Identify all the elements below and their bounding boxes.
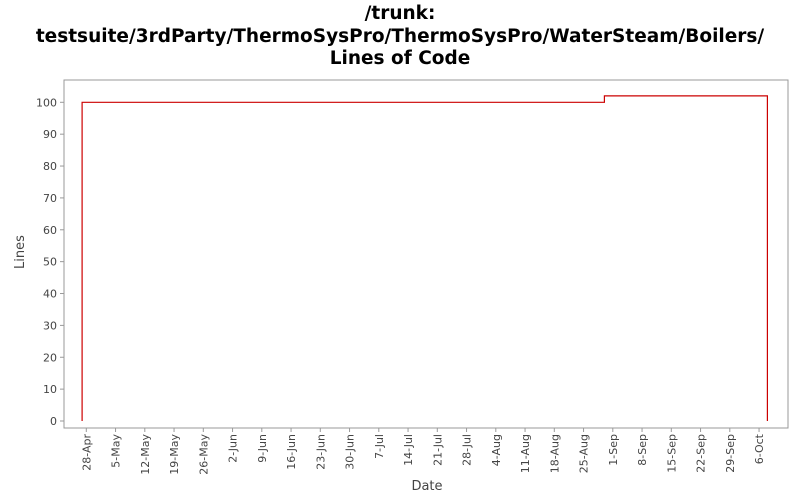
y-tick-label: 90	[43, 128, 57, 141]
x-tick-label: 25-Aug	[578, 434, 591, 473]
y-tick-label: 70	[43, 192, 57, 205]
y-tick-label: 30	[43, 319, 57, 332]
x-tick-label: 4-Aug	[490, 434, 503, 466]
x-tick-label: 9-Jun	[256, 434, 269, 463]
x-tick-label: 26-May	[197, 434, 210, 475]
plot-area	[63, 79, 789, 429]
x-tick-label: 23-Jun	[314, 434, 327, 470]
chart-title-line-2: testsuite/3rdParty/ThermoSysPro/ThermoSy…	[35, 26, 765, 47]
x-tick-label: 28-Apr	[80, 434, 93, 471]
x-tick-label: 8-Sep	[636, 434, 649, 466]
chart-title-line-1: /trunk:	[364, 3, 436, 24]
x-tick-label: 12-May	[139, 434, 152, 475]
x-tick-label: 22-Sep	[695, 434, 708, 473]
x-tick-label: 11-Aug	[519, 434, 532, 473]
x-tick-label: 21-Jul	[431, 434, 444, 466]
y-tick-label: 0	[50, 415, 57, 428]
x-tick-label: 29-Sep	[724, 434, 737, 473]
x-tick-label: 14-Jul	[402, 434, 415, 466]
x-tick-label: 16-Jun	[285, 434, 298, 470]
y-tick-label: 100	[36, 96, 57, 109]
y-tick-label: 60	[43, 224, 57, 237]
y-tick-label: 40	[43, 288, 57, 301]
y-tick-label: 10	[43, 383, 57, 396]
x-tick-label: 7-Jul	[373, 434, 386, 459]
y-tick-label: 50	[43, 256, 57, 269]
lines-series-line	[81, 95, 769, 421]
x-tick-label: 5-May	[110, 434, 123, 468]
x-tick-label: 18-Aug	[548, 434, 561, 473]
x-tick-label: 19-May	[168, 434, 181, 475]
chart-title-line-3: Lines of Code	[329, 48, 471, 69]
x-tick-label: 30-Jun	[344, 434, 357, 470]
x-tick-label: 28-Jul	[461, 434, 474, 466]
x-tick-label: 1-Sep	[607, 434, 620, 466]
x-tick-label: 15-Sep	[665, 434, 678, 473]
y-axis-title: Lines	[13, 235, 28, 269]
y-tick-label: 80	[43, 160, 57, 173]
y-tick-label: 20	[43, 351, 57, 364]
x-tick-label: 2-Jun	[227, 434, 240, 463]
x-axis-title: Date	[411, 479, 442, 494]
x-tick-label: 6-Oct	[753, 433, 766, 464]
